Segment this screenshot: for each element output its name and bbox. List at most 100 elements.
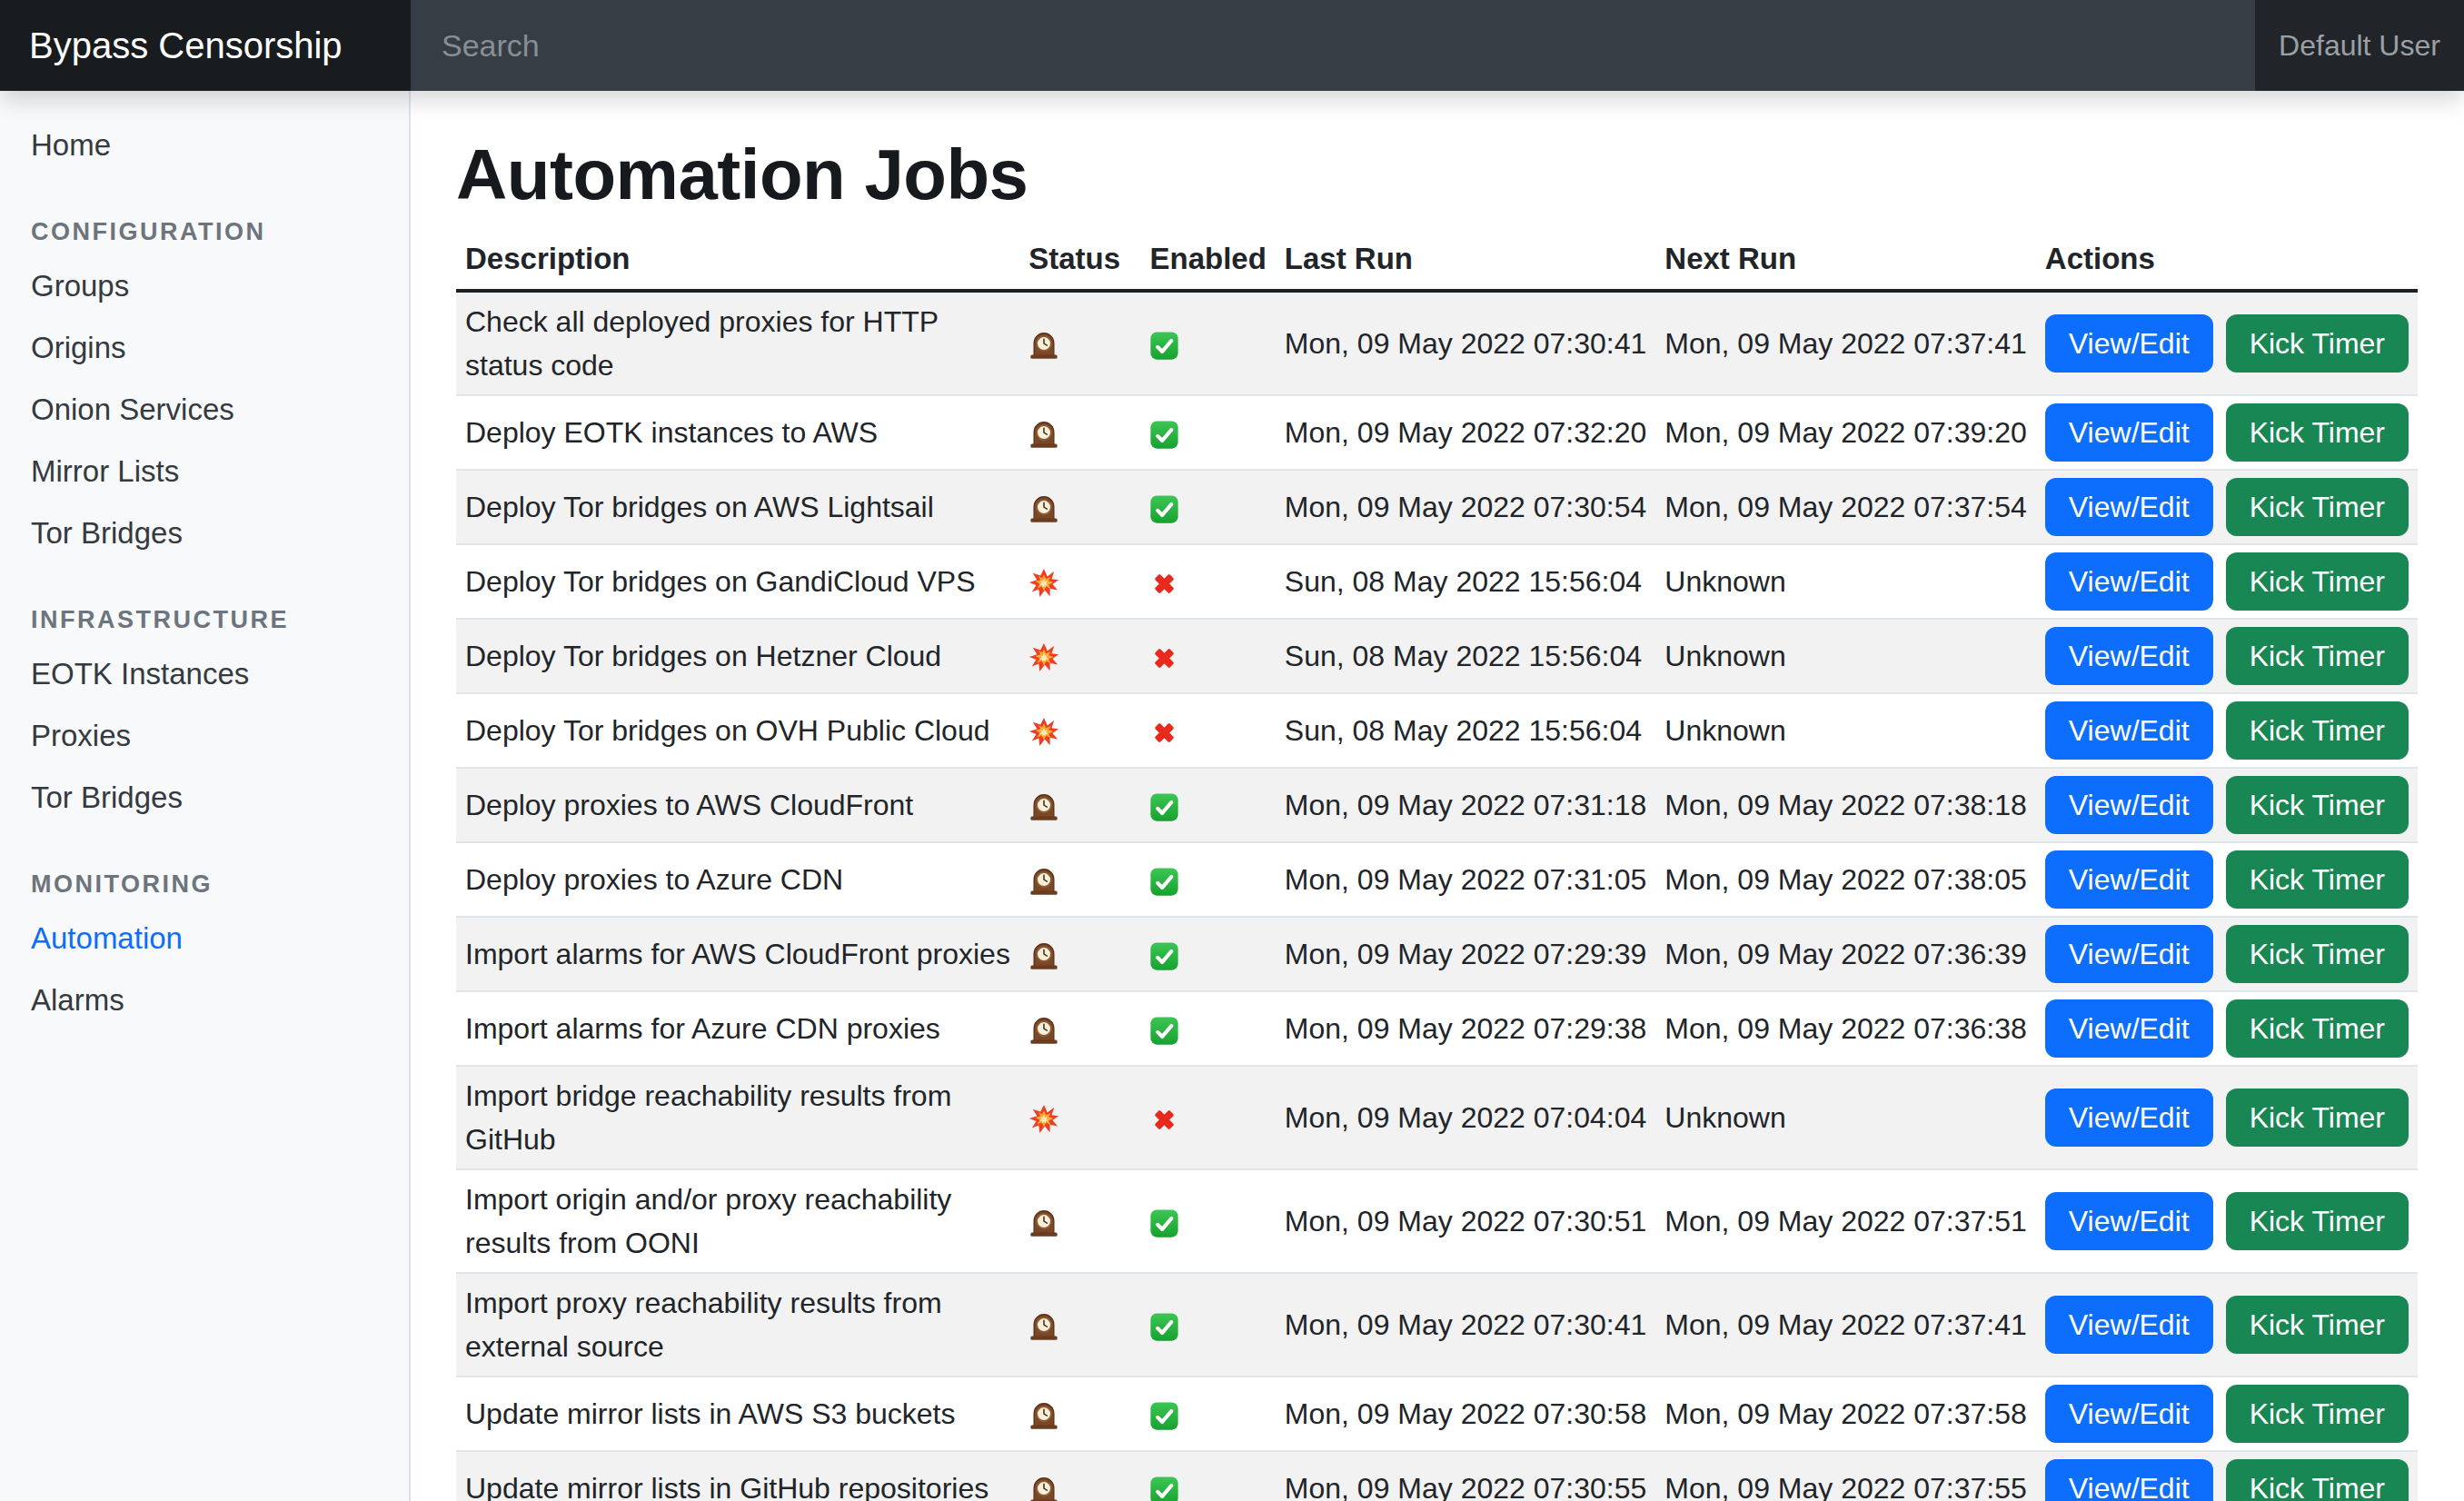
sidebar-item-proxies[interactable]: Proxies	[0, 705, 409, 767]
job-enabled-cell	[1140, 395, 1275, 470]
view-edit-button[interactable]: View/Edit	[2045, 925, 2213, 983]
view-edit-button[interactable]: View/Edit	[2045, 701, 2213, 760]
job-next-run-cell: Unknown	[1655, 693, 2036, 768]
job-status-cell	[1019, 291, 1140, 395]
view-edit-button[interactable]: View/Edit	[2045, 403, 2213, 462]
kick-timer-button[interactable]: Kick Timer	[2226, 925, 2409, 983]
job-status-cell	[1019, 619, 1140, 693]
view-edit-button[interactable]: View/Edit	[2045, 552, 2213, 611]
search-input[interactable]	[411, 0, 2255, 91]
cross-mark-icon	[1149, 643, 1179, 673]
check-mark-icon	[1149, 1476, 1179, 1501]
job-enabled-cell	[1140, 291, 1275, 395]
job-status-cell	[1019, 768, 1140, 842]
job-enabled-cell	[1140, 991, 1275, 1066]
page-title: Automation Jobs	[456, 133, 2418, 218]
job-last-run-cell: Mon, 09 May 2022 07:30:58	[1276, 1377, 1656, 1451]
view-edit-button[interactable]: View/Edit	[2045, 999, 2213, 1058]
job-status-cell	[1019, 1273, 1140, 1377]
view-edit-button[interactable]: View/Edit	[2045, 1459, 2213, 1501]
job-next-run-cell: Unknown	[1655, 544, 2036, 619]
check-mark-icon	[1149, 792, 1179, 822]
kick-timer-button[interactable]: Kick Timer	[2226, 999, 2409, 1058]
sidebar-item-home[interactable]: Home	[0, 114, 409, 176]
sidebar-item-alarms[interactable]: Alarms	[0, 969, 409, 1031]
kick-timer-button[interactable]: Kick Timer	[2226, 314, 2409, 373]
sidebar-item-mirror-lists[interactable]: Mirror Lists	[0, 441, 409, 502]
job-status-cell	[1019, 693, 1140, 768]
sidebar-item-origins[interactable]: Origins	[0, 317, 409, 379]
job-description-cell: Deploy Tor bridges on Hetzner Cloud	[456, 619, 1019, 693]
user-menu-toggle[interactable]: Default User	[2255, 0, 2464, 91]
kick-timer-button[interactable]: Kick Timer	[2226, 1385, 2409, 1443]
column-header-status: Status	[1019, 233, 1140, 291]
view-edit-button[interactable]: View/Edit	[2045, 1385, 2213, 1443]
kick-timer-button[interactable]: Kick Timer	[2226, 1296, 2409, 1354]
job-description-cell: Import origin and/or proxy reachability …	[456, 1169, 1019, 1273]
column-header-description: Description	[456, 233, 1019, 291]
job-next-run-cell: Mon, 09 May 2022 07:37:41	[1655, 291, 2036, 395]
view-edit-button[interactable]: View/Edit	[2045, 776, 2213, 834]
kick-timer-button[interactable]: Kick Timer	[2226, 403, 2409, 462]
view-edit-button[interactable]: View/Edit	[2045, 478, 2213, 536]
view-edit-button[interactable]: View/Edit	[2045, 314, 2213, 373]
sidebar-item-tor-bridges[interactable]: Tor Bridges	[0, 767, 409, 829]
table-row: Deploy proxies to Azure CDNMon, 09 May 2…	[456, 842, 2418, 917]
table-head: DescriptionStatusEnabledLast RunNext Run…	[456, 233, 2418, 291]
job-enabled-cell	[1140, 470, 1275, 544]
job-status-cell	[1019, 991, 1140, 1066]
view-edit-button[interactable]: View/Edit	[2045, 1296, 2213, 1354]
job-actions-cell: View/EditKick Timer	[2036, 470, 2418, 544]
job-actions-cell: View/EditKick Timer	[2036, 1273, 2418, 1377]
kick-timer-button[interactable]: Kick Timer	[2226, 478, 2409, 536]
job-actions-cell: View/EditKick Timer	[2036, 991, 2418, 1066]
sidebar-item-tor-bridges[interactable]: Tor Bridges	[0, 502, 409, 564]
job-actions-cell: View/EditKick Timer	[2036, 768, 2418, 842]
job-enabled-cell	[1140, 917, 1275, 991]
kick-timer-button[interactable]: Kick Timer	[2226, 701, 2409, 760]
job-description-cell: Deploy proxies to AWS CloudFront	[456, 768, 1019, 842]
job-status-cell	[1019, 1451, 1140, 1501]
table-row: Import proxy reachability results from e…	[456, 1273, 2418, 1377]
sidebar-item-automation[interactable]: Automation	[0, 908, 409, 969]
view-edit-button[interactable]: View/Edit	[2045, 1088, 2213, 1147]
kick-timer-button[interactable]: Kick Timer	[2226, 552, 2409, 611]
job-actions-cell: View/EditKick Timer	[2036, 395, 2418, 470]
job-description-cell: Deploy Tor bridges on GandiCloud VPS	[456, 544, 1019, 619]
kick-timer-button[interactable]: Kick Timer	[2226, 850, 2409, 909]
kick-timer-button[interactable]: Kick Timer	[2226, 1088, 2409, 1147]
job-next-run-cell: Mon, 09 May 2022 07:37:58	[1655, 1377, 2036, 1451]
job-status-cell	[1019, 1377, 1140, 1451]
job-actions-cell: View/EditKick Timer	[2036, 693, 2418, 768]
kick-timer-button[interactable]: Kick Timer	[2226, 776, 2409, 834]
check-mark-icon	[1149, 420, 1179, 450]
job-status-cell	[1019, 842, 1140, 917]
job-description-cell: Deploy proxies to Azure CDN	[456, 842, 1019, 917]
check-mark-icon	[1149, 331, 1179, 361]
app-brand[interactable]: Bypass Censorship	[0, 0, 411, 91]
job-last-run-cell: Mon, 09 May 2022 07:30:55	[1276, 1451, 1656, 1501]
kick-timer-button[interactable]: Kick Timer	[2226, 1192, 2409, 1250]
job-status-cell	[1019, 1169, 1140, 1273]
job-next-run-cell: Unknown	[1655, 1066, 2036, 1169]
view-edit-button[interactable]: View/Edit	[2045, 850, 2213, 909]
view-edit-button[interactable]: View/Edit	[2045, 1192, 2213, 1250]
kick-timer-button[interactable]: Kick Timer	[2226, 627, 2409, 685]
column-header-enabled: Enabled	[1140, 233, 1275, 291]
sidebar-section-header-infrastructure: INFRASTRUCTURE	[0, 606, 409, 634]
job-actions-cell: View/EditKick Timer	[2036, 1066, 2418, 1169]
column-header-last-run: Last Run	[1276, 233, 1656, 291]
sidebar-item-eotk-instances[interactable]: EOTK Instances	[0, 643, 409, 705]
sidebar-item-groups[interactable]: Groups	[0, 255, 409, 317]
job-enabled-cell	[1140, 544, 1275, 619]
mantel-clock-icon	[1028, 493, 1059, 524]
job-actions-cell: View/EditKick Timer	[2036, 842, 2418, 917]
sidebar-item-onion-services[interactable]: Onion Services	[0, 379, 409, 441]
kick-timer-button[interactable]: Kick Timer	[2226, 1459, 2409, 1501]
job-actions-cell: View/EditKick Timer	[2036, 544, 2418, 619]
table-row: Deploy Tor bridges on Hetzner Cloud Sun, …	[456, 619, 2418, 693]
view-edit-button[interactable]: View/Edit	[2045, 627, 2213, 685]
job-last-run-cell: Sun, 08 May 2022 15:56:04	[1276, 619, 1656, 693]
job-status-cell	[1019, 395, 1140, 470]
job-enabled-cell	[1140, 1066, 1275, 1169]
